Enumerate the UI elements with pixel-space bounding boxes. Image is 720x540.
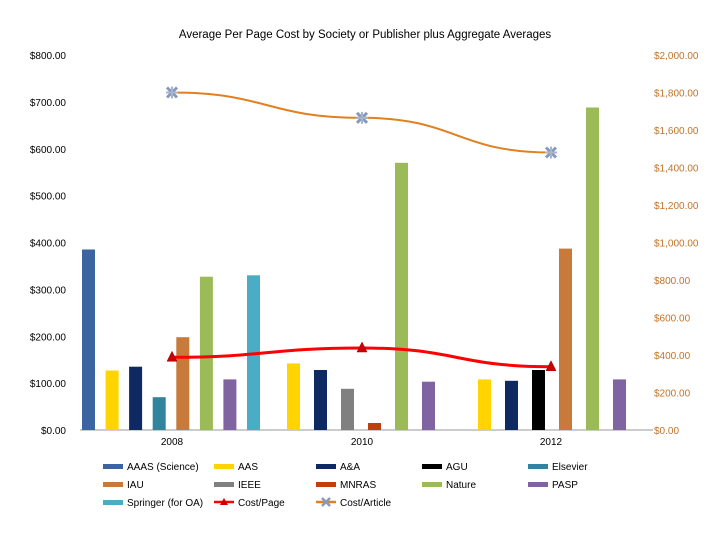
bar-elsevier-2008 [152,397,166,430]
legend-item-springer-for-oa: Springer (for OA) [103,498,203,509]
legend-item-mnras: MNRAS [316,480,376,491]
y-tick-label: $600.00 [30,145,67,156]
legend-label: Elsevier [552,462,588,473]
y2-tick-label: $200.00 [654,389,691,400]
x-tick-label: 2010 [351,437,374,448]
legend-item-ieee: IEEE [214,480,261,491]
legend-label: AAAS (Science) [127,462,199,473]
bar-aas-2010 [287,363,300,430]
y-tick-label: $700.00 [30,98,67,109]
bar-pasp-2012 [613,379,626,430]
point-cost-article-2012 [544,146,558,159]
y2-tick-label: $600.00 [654,314,691,325]
x-tick-label: 2012 [540,437,563,448]
legend-item-agu: AGU [422,462,468,473]
bar-iau-2012 [559,248,572,430]
bar-a-a-2010 [314,370,327,430]
legend-label: Cost/Article [340,498,392,509]
y-tick-label: $500.00 [30,192,67,203]
legend: AAAS (Science) AAS A&A AGU Elsevier IAU IEEE MN… [103,462,588,509]
bar-nature-2010 [395,162,408,431]
lines-layer [165,86,558,371]
legend-label: IAU [127,480,144,491]
bar-agu-2012 [532,370,545,430]
y2-tick-label: $2,000.00 [654,51,699,62]
point-cost-page-2010 [356,341,368,353]
x-tick-label: 2008 [161,437,184,448]
bar-aas-2008 [105,370,119,430]
bar-aaas-science-2008 [82,249,95,430]
legend-item-elsevier: Elsevier [528,462,588,473]
chart-title: Average Per Page Cost by Society or Publ… [179,29,552,41]
legend-label: Springer (for OA) [127,498,203,509]
bar-ieee-2010 [341,388,354,431]
legend-label: IEEE [238,480,261,491]
y2-tick-label: $400.00 [654,351,691,362]
y-tick-label: $0.00 [41,426,66,437]
bar-a-a-2008 [129,366,143,430]
legend-item-pasp: PASP [528,480,578,491]
legend-item-aaas-science: AAAS (Science) [103,462,199,473]
legend-item-cost-article: Cost/Article [316,497,392,509]
y2-tick-label: $0.00 [654,426,679,437]
bar-aas-2012 [478,379,491,430]
point-cost-page-2012 [545,360,557,371]
legend-item-aas: AAS [214,462,258,473]
legend-label: Cost/Page [238,498,285,509]
y2-tick-label: $1,800.00 [654,89,699,100]
bar-nature-2008 [199,276,213,430]
bar-mnras-2010 [368,423,381,430]
legend-item-nature: Nature [422,480,476,491]
legend-label: AAS [238,462,258,473]
bar-iau-2008 [176,337,190,430]
y-tick-label: $300.00 [30,285,67,296]
y-tick-label: $200.00 [30,332,67,343]
y2-tick-label: $1,200.00 [654,201,699,212]
legend-label: MNRAS [340,480,376,491]
ticks-layer: $0.00 $100.00 $200.00 $300.00 $400.00 $500.00… [30,51,699,448]
point-cost-article-2010 [355,111,369,124]
y2-tick-label: $800.00 [654,276,691,287]
y2-tick-label: $1,400.00 [654,164,699,175]
bar-pasp-2010 [422,381,435,430]
point-cost-page-2008 [166,350,178,362]
legend-label: Nature [446,480,476,491]
y-tick-label: $400.00 [30,239,67,250]
bar-pasp-2008 [223,379,237,430]
legend-label: PASP [552,480,578,491]
y-tick-label: $800.00 [30,51,67,62]
bar-a-a-2012 [505,380,518,430]
bars-layer [82,107,626,431]
legend-label: A&A [340,462,360,473]
legend-item-a-a: A&A [316,462,360,473]
legend-label: AGU [446,462,468,473]
point-cost-article-2008 [165,86,179,99]
y2-tick-label: $1,000.00 [654,239,699,250]
legend-item-iau: IAU [103,480,144,491]
y-tick-label: $100.00 [30,379,67,390]
legend-item-cost-page: Cost/Page [214,498,285,509]
bar-nature-2012 [586,107,599,430]
y2-tick-label: $1,600.00 [654,126,699,137]
